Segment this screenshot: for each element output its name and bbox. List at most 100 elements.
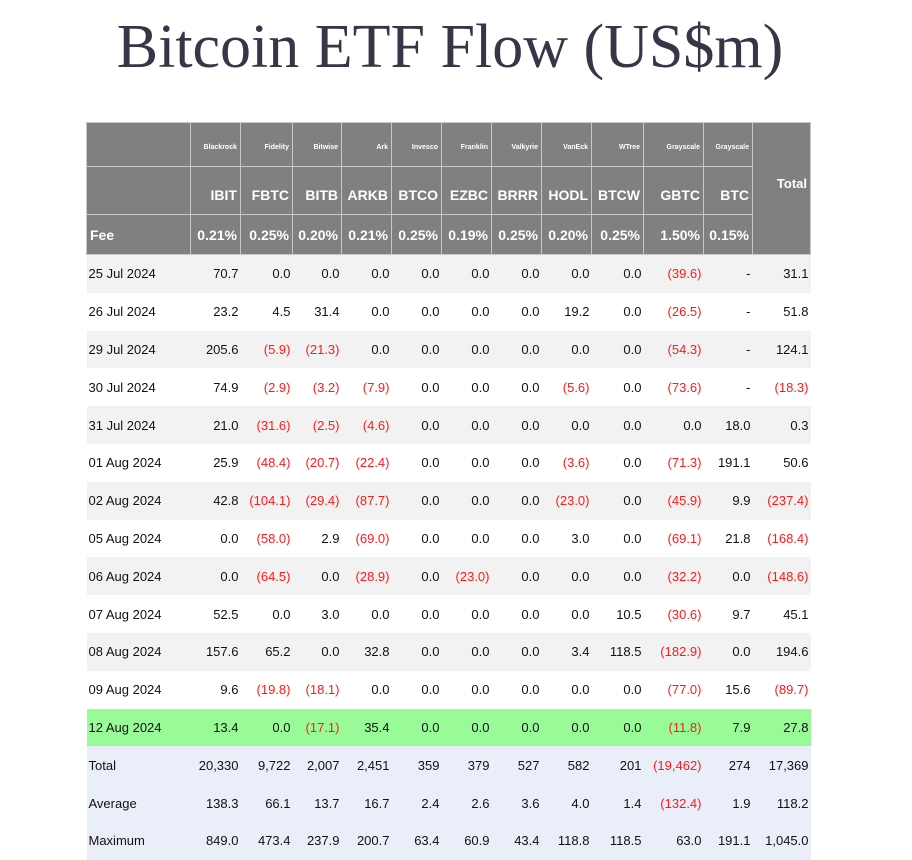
flow-cell: 0.0 xyxy=(703,632,753,671)
flow-cell: 74.9 xyxy=(190,368,241,407)
ticker-header: EZBC xyxy=(441,166,492,215)
flow-cell: 0.0 xyxy=(441,443,492,482)
flow-cell: 0.0 xyxy=(391,406,442,444)
ticker-header: BRRR xyxy=(491,166,542,215)
flow-cell: 0.0 xyxy=(391,368,442,407)
flow-cell: 0.0 xyxy=(591,254,644,293)
flow-cell: 15.6 xyxy=(703,670,753,709)
fee-cell: 0.21% xyxy=(190,214,241,255)
flow-cell: (26.5) xyxy=(643,292,704,331)
flow-cell: 18.0 xyxy=(703,406,753,444)
summary-cell: 237.9 xyxy=(292,821,342,860)
flow-cell: (148.6) xyxy=(752,557,811,596)
flow-cell: 31.4 xyxy=(292,292,342,331)
flow-cell: 0.0 xyxy=(591,481,644,520)
flow-cell: 0.0 xyxy=(391,595,442,633)
flow-cell: 0.0 xyxy=(240,254,293,293)
flow-cell: - xyxy=(703,368,753,407)
summary-row: Average 138.3 66.1 13.7 16.7 2.4 2.6 3.6 4.0 1.4(… xyxy=(86,784,811,822)
flow-cell: (77.0) xyxy=(643,670,704,709)
date-cell: 05 Aug 2024 xyxy=(86,519,191,558)
summary-cell: 118.5 xyxy=(591,821,644,860)
summary-row: Maximum 849.0 473.4 237.9 200.7 63.4 60.9 43.4 1… xyxy=(86,821,811,860)
flow-cell: 0.0 xyxy=(491,632,542,671)
ticker-header: ARKB xyxy=(341,166,392,215)
table-row: 26 Jul 2024 23.2 4.5 31.4 0.0 0.0 0.0 0.0 19.2 0.… xyxy=(86,292,811,331)
flow-cell: 0.0 xyxy=(292,254,342,293)
date-cell: 02 Aug 2024 xyxy=(86,481,191,520)
flow-cell: 21.0 xyxy=(190,406,241,444)
ticker-header: BTC xyxy=(703,166,753,215)
flow-cell: 0.0 xyxy=(391,557,442,596)
summary-cell: 66.1 xyxy=(240,784,293,822)
summary-label: Total xyxy=(86,746,191,785)
flow-cell: (31.6) xyxy=(240,406,293,444)
flow-cell: 0.0 xyxy=(441,595,492,633)
table-row: 06 Aug 2024 0.0 (64.5) 0.0 (28.9) 0.0 (23.0) 0.… xyxy=(86,557,811,596)
flow-cell: (19.8) xyxy=(240,670,293,709)
flow-cell: - xyxy=(703,330,753,369)
table-row: 05 Aug 2024 0.0 (58.0) 2.9 (69.0) 0.0 0.0 0.0 3.… xyxy=(86,519,811,558)
summary-cell: 2.4 xyxy=(391,784,442,822)
flow-cell: 9.9 xyxy=(703,481,753,520)
summary-cell: 16.7 xyxy=(341,784,392,822)
flow-cell: 45.1 xyxy=(752,595,811,633)
flow-cell: 0.0 xyxy=(591,368,644,407)
flow-cell: 0.0 xyxy=(491,330,542,369)
flow-cell: 0.0 xyxy=(591,330,644,369)
flow-cell: 0.0 xyxy=(541,595,592,633)
ticker-header: GBTC xyxy=(643,166,704,215)
flow-cell: 191.1 xyxy=(703,443,753,482)
flow-cell: 3.0 xyxy=(541,519,592,558)
flow-cell: 0.0 xyxy=(292,632,342,671)
summary-cell: 582 xyxy=(541,746,592,785)
flow-cell: 0.0 xyxy=(391,670,442,709)
date-cell: 01 Aug 2024 xyxy=(86,443,191,482)
flow-cell: (64.5) xyxy=(240,557,293,596)
flow-cell: 70.7 xyxy=(190,254,241,293)
flow-cell: (5.6) xyxy=(541,368,592,407)
date-cell: 26 Jul 2024 xyxy=(86,292,191,331)
flow-cell: 3.4 xyxy=(541,632,592,671)
flow-cell: 0.0 xyxy=(491,368,542,407)
summary-cell: 138.3 xyxy=(190,784,241,822)
flow-cell: 0.0 xyxy=(441,330,492,369)
summary-cell: 379 xyxy=(441,746,492,785)
flow-cell: (71.3) xyxy=(643,443,704,482)
flow-cell: 52.5 xyxy=(190,595,241,633)
flow-cell: (73.6) xyxy=(643,368,704,407)
flow-cell: 0.0 xyxy=(591,670,644,709)
summary-cell: 2,451 xyxy=(341,746,392,785)
flow-cell: 0.0 xyxy=(491,595,542,633)
summary-cell: 118.2 xyxy=(752,784,811,822)
flow-cell: 0.0 xyxy=(391,292,442,331)
flow-cell: 0.0 xyxy=(491,406,542,444)
summary-cell: 118.8 xyxy=(541,821,592,860)
flow-cell: (32.2) xyxy=(643,557,704,596)
summary-cell: 2,007 xyxy=(292,746,342,785)
flow-cell: (22.4) xyxy=(341,443,392,482)
fee-cell: 0.20% xyxy=(541,214,592,255)
flow-cell: 205.6 xyxy=(190,330,241,369)
summary-cell: 2.6 xyxy=(441,784,492,822)
empty-header-cell xyxy=(86,122,191,167)
flow-cell: 25.9 xyxy=(190,443,241,482)
total-header: Total xyxy=(752,122,811,255)
flow-cell: 194.6 xyxy=(752,632,811,671)
flow-cell: 0.0 xyxy=(292,557,342,596)
ticker-header: FBTC xyxy=(240,166,293,215)
summary-cell: 849.0 xyxy=(190,821,241,860)
flow-cell: 0.0 xyxy=(591,292,644,331)
summary-cell: 527 xyxy=(491,746,542,785)
flow-cell: (21.3) xyxy=(292,330,342,369)
fee-cell: 0.19% xyxy=(441,214,492,255)
flow-cell: 27.8 xyxy=(752,708,811,747)
date-cell: 31 Jul 2024 xyxy=(86,406,191,444)
etf-flow-table: Blackrock Fidelity Bitwise Ark Invesco Frankl… xyxy=(86,122,811,860)
flow-cell: (182.9) xyxy=(643,632,704,671)
fee-cell: 0.25% xyxy=(240,214,293,255)
flow-cell: 10.5 xyxy=(591,595,644,633)
flow-cell: 0.0 xyxy=(591,443,644,482)
flow-cell: 0.0 xyxy=(591,519,644,558)
flow-cell: (104.1) xyxy=(240,481,293,520)
